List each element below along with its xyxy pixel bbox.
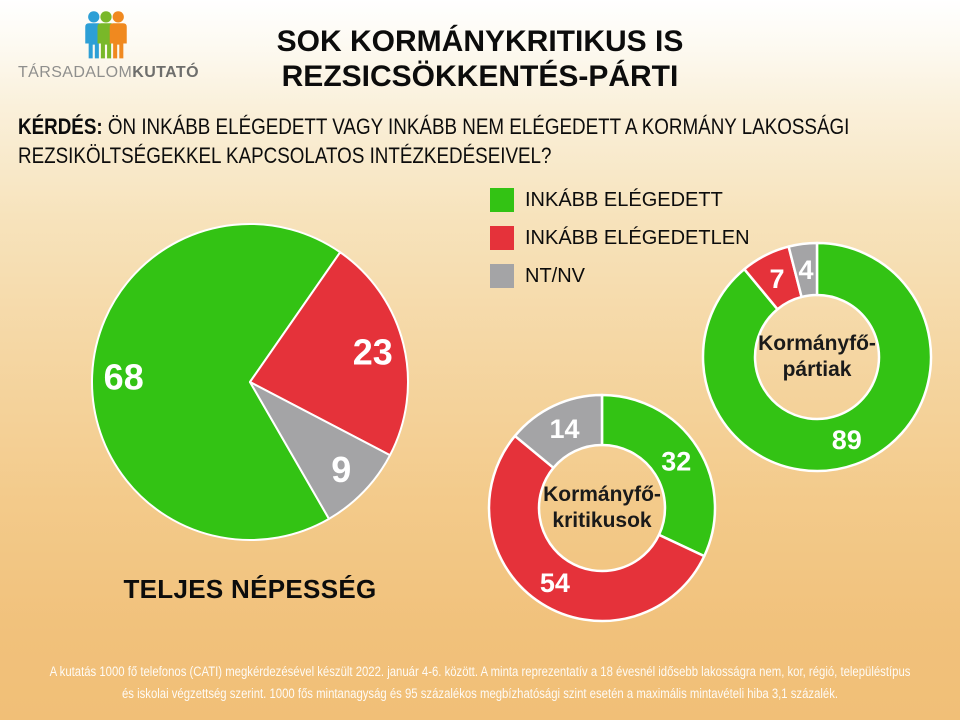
footnote-line-2: és iskolai végzettség szerint. 1000 fős … — [121, 686, 839, 702]
question-prefix: KÉRDÉS: — [18, 114, 103, 139]
slice-ink-bb-el-gedett — [91, 223, 342, 541]
legend-label: NT/NV — [525, 264, 585, 287]
slice-value-label: 14 — [550, 414, 580, 444]
survey-question: KÉRDÉS: ÖN INKÁBB ELÉGEDETT VAGY INKÁBB … — [18, 112, 959, 171]
question-line-2: REZSIKÖLTSÉGEKKEL KAPCSOLATOS INTÉZKEDÉS… — [18, 143, 552, 169]
legend-swatch-green — [490, 188, 514, 212]
logo-text-regular: TÁRSADALOM — [18, 64, 133, 81]
slice-value-label: 54 — [540, 568, 570, 598]
donut-chart-pm-supporters: 89 7 4 Kormányfő- pártiak — [692, 232, 942, 482]
slice-nt-nv — [787, 241, 819, 299]
footnote-line-1: A kutatás 1000 fő telefonos (CATI) megké… — [49, 664, 911, 679]
pie-svg: 68 23 9 — [91, 223, 409, 541]
title-line-2: REZSICSÖKKENTÉS-PÁRTI — [281, 60, 679, 94]
chart-legend: INKÁBB ELÉGEDETT INKÁBB ELÉGEDETLEN NT/N… — [490, 188, 750, 302]
legend-label: INKÁBB ELÉGEDETLEN — [525, 226, 750, 249]
slice-value-label: 9 — [331, 449, 351, 490]
legend-item-ntnv: NT/NV — [490, 264, 750, 288]
logo-text-bold: KUTATÓ — [132, 64, 199, 81]
page-title: SOK KORMÁNYKRITIKUS IS REZSICSÖKKENTÉS-P… — [180, 24, 780, 94]
slice-value-label: 4 — [798, 255, 813, 285]
slice-ink-bb-el-gedetlen — [249, 251, 409, 457]
slice-ink-bb-el-gedett — [600, 393, 717, 558]
donut-chart-pm-critics: 32 54 14 Kormányfő- kritikusok — [477, 383, 727, 633]
methodology-footnote: A kutatás 1000 fő telefonos (CATI) megké… — [1, 661, 959, 706]
slice-ink-bb-el-gedett — [701, 241, 933, 473]
slice-nt-nv — [513, 393, 604, 470]
legend-item-dissatisfied: INKÁBB ELÉGEDETLEN — [490, 226, 750, 250]
legend-item-satisfied: INKÁBB ELÉGEDETT — [490, 188, 750, 212]
slice-ink-bb-el-gedetlen — [487, 434, 706, 623]
slice-value-label: 7 — [770, 264, 785, 294]
legend-swatch-gray — [490, 264, 514, 288]
logo: TÁRSADALOMKUTATÓ — [18, 10, 199, 82]
slice-value-label: 23 — [353, 331, 393, 372]
legend-label: INKÁBB ELÉGEDETT — [525, 188, 723, 211]
slice-value-label: 89 — [832, 425, 862, 455]
legend-swatch-red — [490, 226, 514, 250]
question-line-1: ÖN INKÁBB ELÉGEDETT VAGY INKÁBB NEM ELÉG… — [107, 114, 850, 139]
slice-nt-nv — [249, 381, 392, 520]
people-logo-icon — [85, 11, 127, 59]
donut-svg: 89 7 4 — [701, 241, 933, 473]
slice-value-label: 68 — [104, 356, 144, 397]
slice-value-label: 32 — [661, 446, 691, 476]
donut-svg: 32 54 14 — [487, 393, 717, 623]
logo-text: TÁRSADALOMKUTATÓ — [18, 64, 199, 82]
pie-chart-total-population: 68 23 9 — [85, 217, 415, 547]
pie-chart-caption: TELJES NÉPESSÉG — [123, 574, 377, 604]
title-line-1: SOK KORMÁNYKRITIKUS IS — [276, 25, 684, 58]
